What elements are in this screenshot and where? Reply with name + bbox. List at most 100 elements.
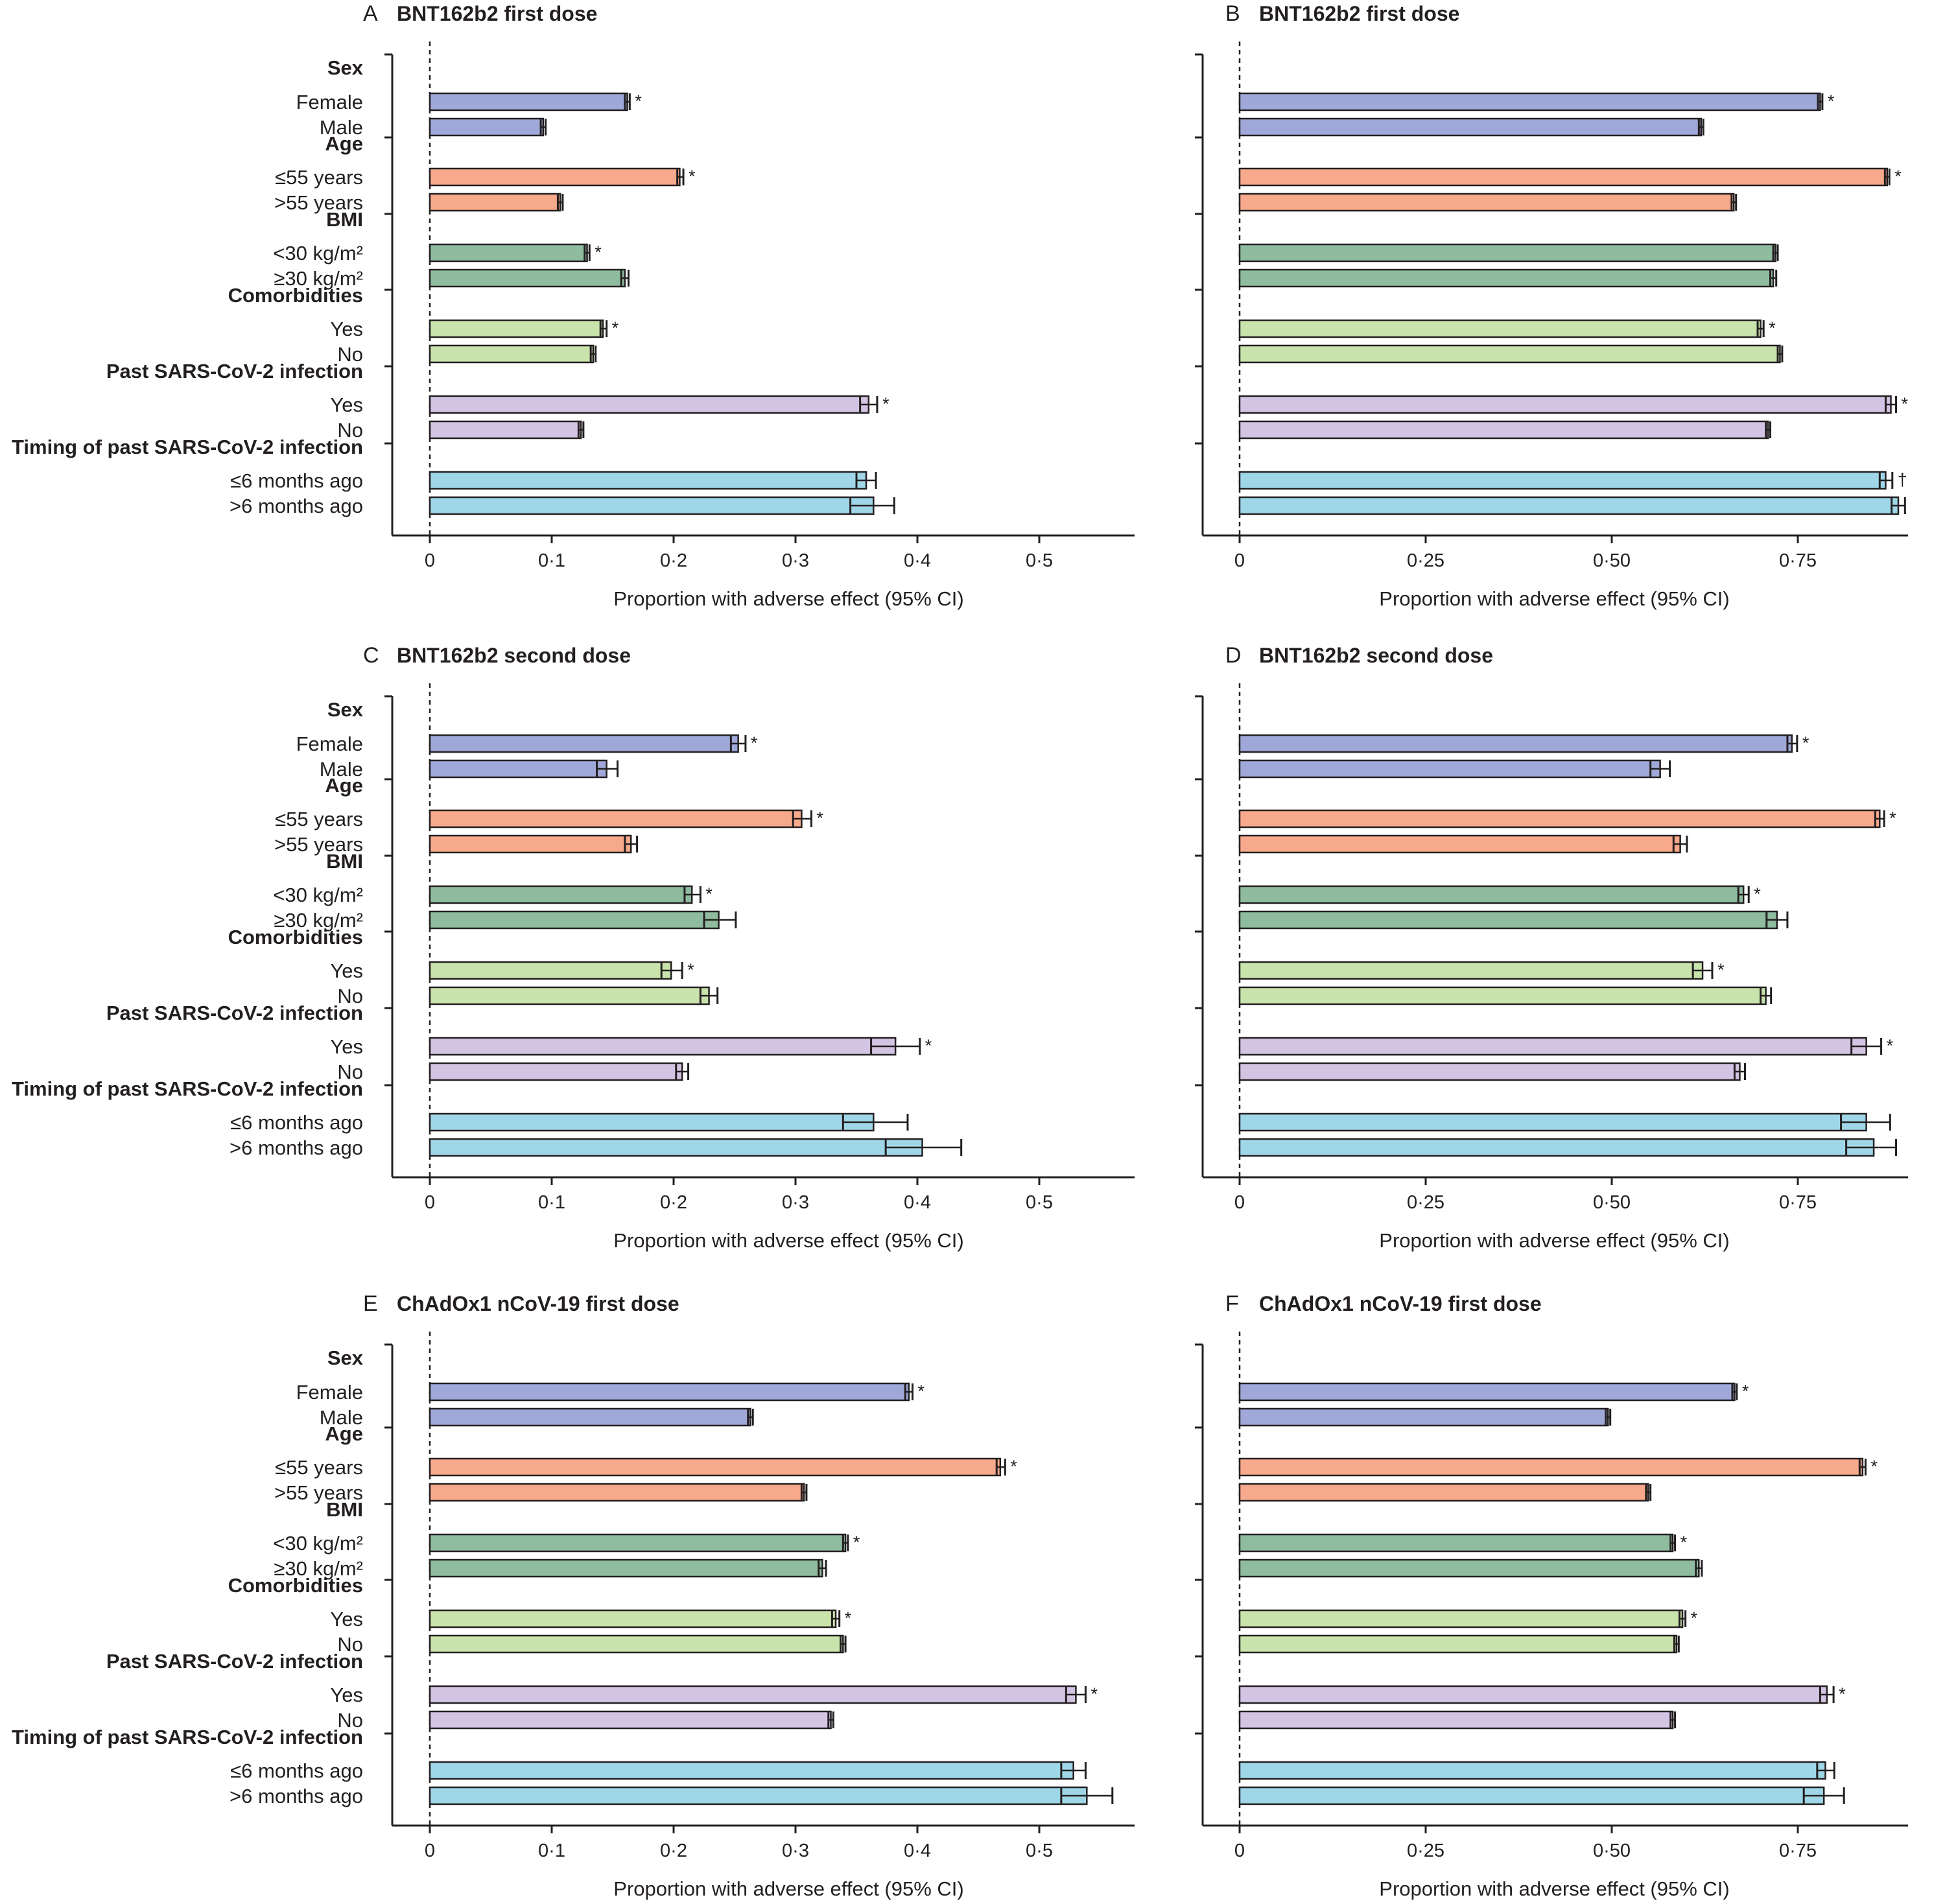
significance-mark: *: [882, 394, 890, 414]
panel-d: D BNT162b2 second dose 0 0·25 0·50 0·75 Propor…: [1195, 643, 1908, 1252]
bar: [429, 1533, 847, 1553]
category-label: Female: [296, 1381, 363, 1404]
x-tick-label: 0·5: [1026, 1192, 1053, 1213]
group-header: Past SARS-CoV-2 infection: [106, 1650, 363, 1673]
bar: [429, 117, 545, 137]
category-label: Yes: [330, 1684, 363, 1706]
category-label: ≥30 kg/m²: [274, 267, 363, 290]
category-label: >6 months ago: [230, 1785, 363, 1807]
bar: [1238, 319, 1762, 338]
significance-mark: *: [1090, 1684, 1098, 1704]
x-tick-label: 0·50: [1593, 1192, 1631, 1213]
bar: [429, 759, 607, 779]
category-label: Yes: [330, 318, 363, 340]
significance-mark: *: [1828, 91, 1835, 111]
bar: [1238, 193, 1735, 212]
group-header: Timing of past SARS-CoV-2 infection: [12, 1077, 363, 1100]
significance-mark: *: [1894, 167, 1902, 186]
bar: [429, 243, 588, 263]
x-axis-label: Proportion with adverse effect (95% CI): [613, 1877, 963, 1900]
bar: [429, 268, 626, 288]
x-tick-label: 0·1: [538, 1192, 565, 1213]
category-label: Yes: [330, 394, 363, 416]
x-tick-label: 0·25: [1407, 1840, 1444, 1861]
x-tick-label: 0·25: [1407, 550, 1444, 571]
significance-mark: †: [1898, 470, 1907, 489]
group-header: BMI: [326, 1498, 363, 1521]
significance-mark: *: [1870, 1457, 1878, 1476]
x-tick-label: 0·3: [782, 550, 809, 571]
bar: [429, 1062, 683, 1081]
x-axis-label: Proportion with adverse effect (95% CI): [1379, 1877, 1729, 1900]
bar: [1238, 1533, 1674, 1553]
significance-mark: *: [1680, 1533, 1688, 1552]
bar: [429, 809, 803, 829]
x-tick-label: 0·3: [782, 1840, 809, 1861]
x-tick-label: 0·2: [660, 1840, 687, 1861]
significance-mark: *: [845, 1608, 852, 1628]
bar: [1238, 1062, 1741, 1081]
category-label: No: [337, 1633, 363, 1656]
group-header: Comorbidities: [228, 926, 363, 948]
x-tick-label: 0·50: [1593, 550, 1631, 571]
bar: [429, 986, 710, 1005]
bar: [1238, 1685, 1828, 1704]
bar: [1238, 167, 1889, 187]
x-tick-label: 0·3: [782, 1192, 809, 1213]
significance-mark: *: [1010, 1457, 1017, 1476]
bar: [429, 1558, 823, 1578]
panel-letter: F: [1225, 1291, 1239, 1316]
category-label: Yes: [330, 959, 363, 982]
bar: [429, 344, 595, 364]
category-label: No: [337, 1061, 363, 1083]
bar: [1238, 834, 1681, 854]
significance-mark: *: [1902, 394, 1909, 414]
bar: [1238, 910, 1778, 930]
significance-mark: *: [1754, 884, 1761, 904]
significance-mark: *: [1691, 1608, 1698, 1628]
bar: [1238, 1761, 1826, 1780]
x-axis-label: Proportion with adverse effect (95% CI): [613, 587, 963, 610]
bar: [1238, 92, 1821, 112]
significance-mark: *: [635, 91, 642, 111]
group-header: Sex: [327, 56, 364, 79]
significance-mark: *: [1742, 1381, 1749, 1401]
category-label: <30 kg/m²: [273, 242, 363, 264]
significance-mark: *: [1889, 808, 1896, 828]
bar: [1238, 1558, 1700, 1578]
category-label: Male: [320, 1406, 363, 1429]
significance-mark: *: [816, 808, 823, 828]
x-tick-label: 0: [1234, 1192, 1245, 1213]
panel-a: A BNT162b2 first dose 0 0·1 0·2 0·3 0·4 0·5 Prop…: [12, 1, 1135, 610]
category-label: ≥30 kg/m²: [274, 909, 363, 932]
significance-mark: *: [925, 1036, 932, 1055]
group-header: Comorbidities: [228, 284, 363, 307]
significance-mark: *: [751, 733, 758, 753]
panel-letter: D: [1225, 643, 1242, 668]
bar: [1238, 1407, 1609, 1427]
bar: [1238, 734, 1793, 753]
category-label: No: [337, 1709, 363, 1732]
panel-title: BNT162b2 first dose: [397, 2, 597, 25]
category-label: Female: [296, 91, 363, 113]
bar: [429, 1382, 910, 1402]
significance-mark: *: [1887, 1036, 1894, 1055]
x-tick-label: 0·75: [1779, 1192, 1817, 1213]
panel-title: ChAdOx1 nCoV-19 first dose: [397, 1292, 679, 1315]
x-tick-label: 0: [425, 1840, 435, 1861]
bar: [429, 885, 693, 904]
x-axis-label: Proportion with adverse effect (95% CI): [1379, 587, 1729, 610]
x-tick-label: 0: [1234, 550, 1245, 571]
panel-title: BNT162b2 second dose: [397, 644, 631, 667]
bar: [1238, 809, 1881, 829]
x-tick-label: 0·75: [1779, 550, 1817, 571]
category-label: >55 years: [274, 1481, 363, 1504]
category-label: <30 kg/m²: [273, 884, 363, 906]
category-label: Male: [320, 758, 363, 781]
bar: [429, 471, 867, 490]
category-label: <30 kg/m²: [273, 1532, 363, 1555]
bar: [1238, 268, 1774, 288]
panel-b: B BNT162b2 first dose 0 0·25 0·50 0·75 Proport…: [1195, 1, 1909, 610]
bar: [429, 1634, 844, 1654]
